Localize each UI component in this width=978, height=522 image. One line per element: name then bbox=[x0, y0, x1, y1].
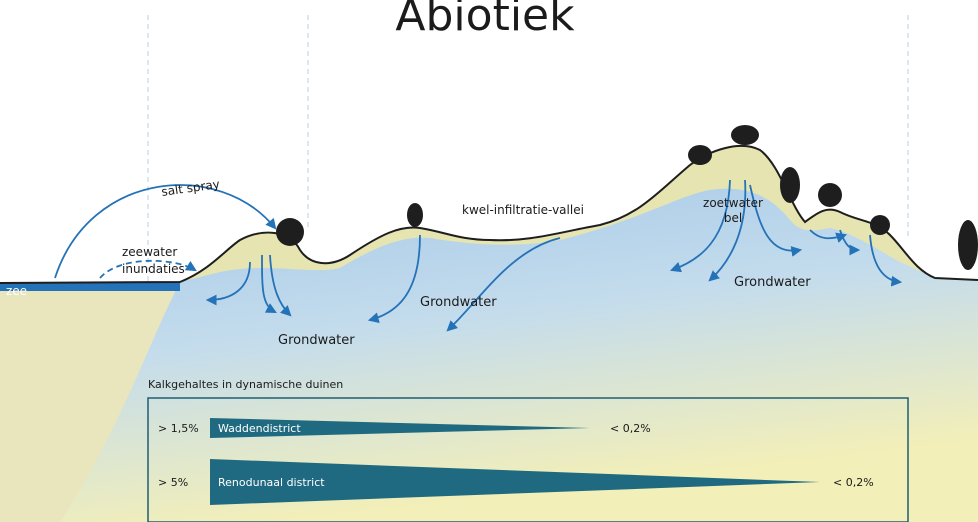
vegetation bbox=[276, 125, 978, 270]
legend-left: > 5% bbox=[158, 476, 188, 489]
legend-wedge bbox=[210, 459, 820, 505]
legend-wedge bbox=[210, 418, 590, 438]
grondwater-label: Grondwater bbox=[278, 333, 355, 348]
legend-name: Renodunaal district bbox=[218, 476, 325, 489]
salt-spray-label: salt spray bbox=[160, 177, 220, 199]
beach-wedge bbox=[0, 282, 180, 522]
legend-right: < 0,2% bbox=[833, 476, 874, 489]
grondwater-label: Grondwater bbox=[420, 295, 497, 310]
zee-label: zee bbox=[6, 284, 27, 298]
vallei-label: kwel-infiltratie-vallei bbox=[462, 203, 584, 217]
inundaties-label: inundaties bbox=[122, 262, 185, 276]
legend: Kalkgehaltes in dynamische duinen > 1,5%… bbox=[147, 378, 909, 522]
bel-label: bel bbox=[724, 211, 742, 225]
flow-arrows bbox=[54, 179, 903, 332]
grondwater-label: Grondwater bbox=[734, 275, 811, 290]
legend-box bbox=[147, 397, 909, 522]
title: Abiotiek bbox=[395, 0, 575, 41]
legend-right: < 0,2% bbox=[610, 422, 651, 435]
legend-name: Waddendistrict bbox=[218, 422, 301, 435]
sea bbox=[0, 283, 180, 291]
legend-left: > 1,5% bbox=[158, 422, 199, 435]
dune-sand bbox=[180, 145, 935, 282]
legend-title: Kalkgehaltes in dynamische duinen bbox=[148, 378, 343, 391]
surface-line bbox=[0, 145, 978, 284]
zeewater-label: zeewater bbox=[122, 245, 177, 259]
zoetwater-label: zoetwater bbox=[703, 196, 763, 210]
divider-lines bbox=[147, 15, 909, 282]
